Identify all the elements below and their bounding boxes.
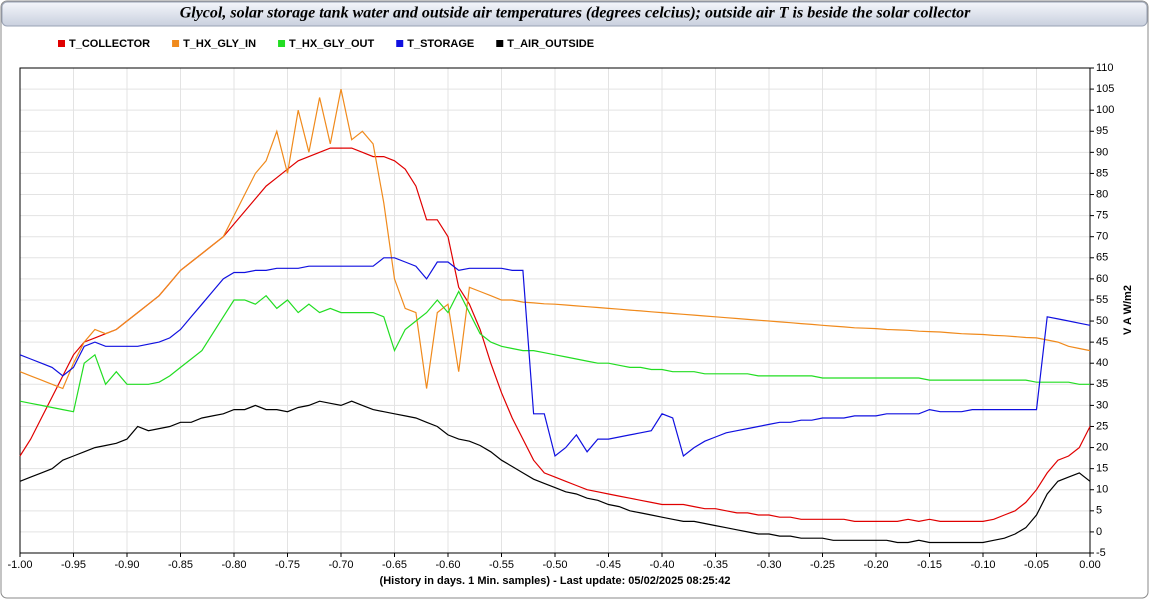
y-tick-label: 20 xyxy=(1096,441,1108,453)
y-tick-label: 95 xyxy=(1096,125,1108,137)
y-tick-label: 35 xyxy=(1096,378,1108,390)
series-line xyxy=(19,400,1091,544)
x-tick-label: -0.95 xyxy=(61,559,86,571)
y-tick-label: 65 xyxy=(1096,252,1108,264)
y-tick-label: 40 xyxy=(1096,357,1108,369)
series-line xyxy=(19,257,1091,458)
y-tick-label: -5 xyxy=(1096,547,1106,559)
y-tick-label: 80 xyxy=(1096,188,1108,200)
legend-label: T_HX_GLY_IN xyxy=(183,38,256,50)
legend-swatch xyxy=(278,40,286,47)
x-axis-label: (History in days. 1 Min. samples) - Last… xyxy=(380,575,731,587)
x-tick-label: -0.75 xyxy=(275,559,300,571)
title-bar xyxy=(1,1,1148,27)
x-tick-label: -0.90 xyxy=(114,559,139,571)
series-line xyxy=(19,290,1090,413)
y-tick-label: 10 xyxy=(1096,484,1108,496)
x-tick-label: -0.50 xyxy=(542,559,567,571)
legend-swatch xyxy=(58,40,65,47)
x-tick-label: -0.20 xyxy=(863,559,888,571)
x-tick-label: -0.40 xyxy=(649,559,674,571)
x-tick-label: -0.30 xyxy=(756,559,781,571)
y-tick-label: 110 xyxy=(1096,62,1114,74)
y-tick-label: 85 xyxy=(1096,167,1108,179)
y-tick-label: 60 xyxy=(1096,273,1108,285)
y-tick-label: 15 xyxy=(1096,463,1108,475)
legend-label: T_AIR_OUTSIDE xyxy=(507,38,594,50)
legend-swatch xyxy=(496,40,504,47)
y-tick-label: 5 xyxy=(1096,505,1102,517)
legend-swatch xyxy=(396,40,404,47)
x-tick-label: -0.80 xyxy=(221,559,246,571)
y-axis-label: V A W/m2 xyxy=(1122,285,1134,335)
y-tick-label: 50 xyxy=(1096,315,1108,327)
y-tick-label: 45 xyxy=(1096,336,1108,348)
y-tick-label: 105 xyxy=(1096,83,1114,95)
x-tick-label: -0.15 xyxy=(917,559,942,571)
y-tick-label: 100 xyxy=(1096,104,1114,116)
x-tick-label: -0.25 xyxy=(810,559,835,571)
y-tick-label: 0 xyxy=(1096,526,1102,538)
legend-label: T_COLLECTOR xyxy=(69,38,150,50)
y-tick-label: 55 xyxy=(1096,294,1108,306)
x-tick-label: -0.65 xyxy=(382,559,407,571)
x-tick-label: -0.35 xyxy=(703,559,728,571)
chart-title: Glycol, solar storage tank water and out… xyxy=(180,5,971,22)
x-tick-label: -0.85 xyxy=(168,559,193,571)
y-tick-label: 25 xyxy=(1096,420,1108,432)
x-tick-label: -0.70 xyxy=(328,559,353,571)
x-tick-label: -0.55 xyxy=(489,559,514,571)
y-tick-label: 70 xyxy=(1096,231,1108,243)
x-tick-label: -0.05 xyxy=(1024,559,1049,571)
plot-area xyxy=(19,67,1091,554)
legend-label: T_STORAGE xyxy=(407,38,474,50)
legend-label: T_HX_GLY_OUT xyxy=(289,38,374,50)
y-tick-label: 75 xyxy=(1096,210,1108,222)
x-tick-label: -0.60 xyxy=(435,559,460,571)
y-tick-label: 90 xyxy=(1096,146,1108,158)
legend-swatch xyxy=(172,40,180,47)
x-tick-label: -0.10 xyxy=(970,559,995,571)
x-tick-label: 0.00 xyxy=(1079,559,1100,571)
x-tick-label: -0.45 xyxy=(596,559,621,571)
x-tick-label: -1.00 xyxy=(7,559,32,571)
y-tick-label: 30 xyxy=(1096,399,1108,411)
series-line xyxy=(19,88,1091,390)
